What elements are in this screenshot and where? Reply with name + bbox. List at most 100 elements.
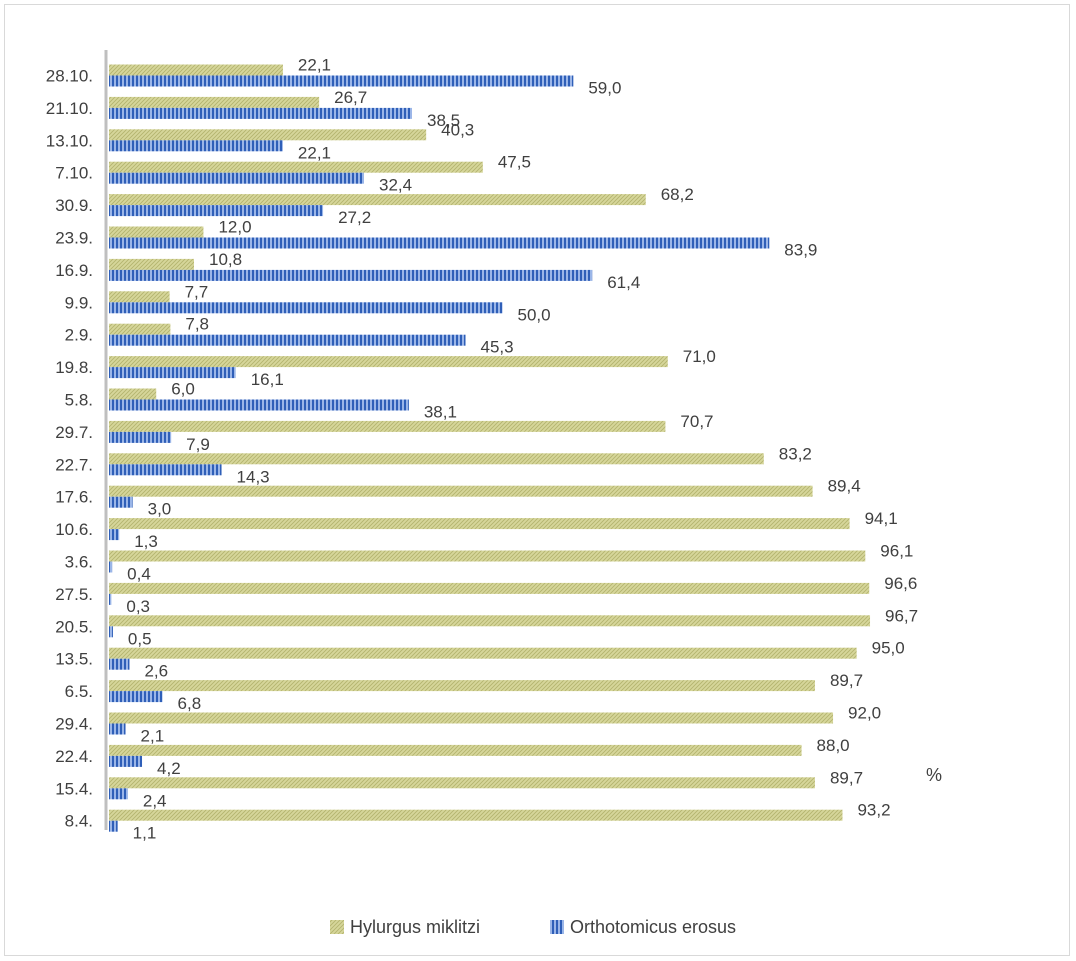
value-label-orthotomicus: 45,3 [481,338,514,357]
bar-orthotomicus [109,205,324,217]
value-label-orthotomicus: 16,1 [251,370,284,389]
value-label-hylurgus: 47,5 [498,153,531,172]
bar-orthotomicus [109,755,143,767]
value-label-hylurgus: 68,2 [661,185,694,204]
value-label-orthotomicus: 6,8 [178,694,202,713]
value-label-hylurgus: 88,0 [817,736,850,755]
value-label-orthotomicus: 32,4 [379,176,412,195]
bar-hylurgus [109,582,870,594]
bar-hylurgus [109,194,646,206]
bar-orthotomicus [109,431,172,443]
value-label-orthotomicus: 4,2 [157,759,181,778]
category-label: 17.6. [55,488,93,507]
bar-hylurgus [109,226,204,238]
value-label-hylurgus: 10,8 [209,250,242,269]
value-label-orthotomicus: 22,1 [298,143,331,162]
value-label-hylurgus: 7,7 [185,282,209,301]
bar-orthotomicus [109,140,283,152]
value-label-orthotomicus: 38,5 [427,111,460,130]
value-label-orthotomicus: 2,4 [143,791,167,810]
value-label-hylurgus: 89,4 [828,477,861,496]
bar-hylurgus [109,744,802,756]
value-label-hylurgus: 96,7 [885,606,918,625]
category-label: 3.6. [65,553,93,572]
category-labels: 28.10. 21.10. 13.10. 7.10. 30.9. 23.9. 16.9. 9.… [46,67,93,831]
category-label: 10.6. [55,520,93,539]
bar-hylurgus [109,356,668,368]
bar-hylurgus [109,809,843,821]
value-labels: 22,1 59,0 26,7 38,540,3 22,1 47,5 32,4 68,2 27,2… [126,56,918,843]
value-label-orthotomicus: 14,3 [237,467,270,486]
bar-hylurgus [109,518,850,530]
bar-orthotomicus [109,626,113,638]
bar-hylurgus [109,291,170,303]
legend-swatch-orthotomicus [550,920,564,934]
category-label: 7.10. [55,164,93,183]
value-label-orthotomicus: 27,2 [338,208,371,227]
category-label: 27.5. [55,585,93,604]
value-label-orthotomicus: 83,9 [784,241,817,260]
value-label-hylurgus: 71,0 [683,347,716,366]
value-label-orthotomicus: 0,4 [127,565,151,584]
value-label-orthotomicus: 1,3 [134,532,158,551]
value-label-orthotomicus: 2,6 [144,662,168,681]
category-label: 9.9. [65,293,93,312]
bar-hylurgus [109,129,427,141]
bar-orthotomicus [109,172,364,184]
category-label: 19.8. [55,358,93,377]
value-label-orthotomicus: 0,5 [128,629,152,648]
category-label: 23.9. [55,229,93,248]
value-label-orthotomicus: 2,1 [141,727,165,746]
category-label: 29.7. [55,423,93,442]
bar-hylurgus [109,64,283,76]
bar-orthotomicus [109,464,222,476]
bar-hylurgus [109,712,834,724]
bar-orthotomicus [109,107,412,119]
value-label-orthotomicus: 59,0 [588,79,621,98]
category-label: 15.4. [55,779,93,798]
bar-orthotomicus [109,593,112,605]
bar-hylurgus [109,453,764,465]
value-label-orthotomicus: 50,0 [518,305,551,324]
value-label-hylurgus: 70,7 [680,412,713,431]
bar-hylurgus [109,615,871,627]
bar-orthotomicus [109,334,466,346]
bar-orthotomicus [109,496,133,508]
bar-orthotomicus [109,237,770,249]
bar-hylurgus [109,420,666,432]
value-label-hylurgus: 40,3 [441,120,474,139]
bar-orthotomicus [109,820,118,832]
value-label-orthotomicus: 7,9 [186,435,210,454]
category-label: 21.10. [46,99,93,118]
value-label-orthotomicus: 0,3 [126,597,150,616]
value-label-hylurgus: 93,2 [857,801,890,820]
bar-hylurgus [109,388,157,400]
category-label: 13.5. [55,650,93,669]
legend-swatch-hylurgus [330,920,344,934]
category-label: 13.10. [46,131,93,150]
bars-group [109,64,871,832]
category-label: 22.7. [55,455,93,474]
bar-hylurgus [109,258,194,270]
bar-orthotomicus [109,658,130,670]
value-label-hylurgus: 7,8 [185,315,209,334]
value-label-hylurgus: 22,1 [298,56,331,75]
bar-hylurgus [109,550,866,562]
value-label-orthotomicus: 1,1 [133,824,157,843]
value-label-hylurgus: 94,1 [865,509,898,528]
value-label-orthotomicus: 38,1 [424,403,457,422]
value-label-hylurgus: 26,7 [334,88,367,107]
bar-hylurgus [109,323,171,335]
value-label-hylurgus: 83,2 [779,444,812,463]
legend-label-hylurgus: Hylurgus miklitzi [350,917,480,937]
bar-hylurgus [109,485,813,497]
value-label-orthotomicus: 3,0 [148,500,172,519]
category-label: 8.4. [65,812,93,831]
bar-orthotomicus [109,529,120,541]
bar-orthotomicus [109,691,163,703]
unit-label: % [926,765,942,785]
bar-orthotomicus [109,75,574,87]
category-label: 30.9. [55,196,93,215]
category-label: 20.5. [55,617,93,636]
